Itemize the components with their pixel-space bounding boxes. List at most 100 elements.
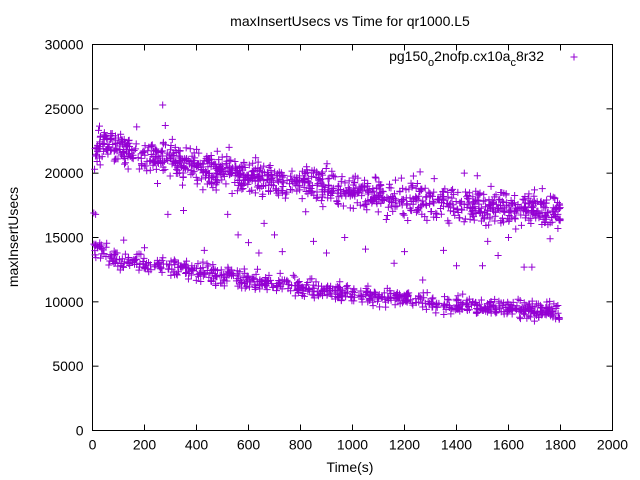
- data-point: [389, 207, 397, 215]
- data-point: [538, 304, 546, 312]
- data-point: [550, 300, 558, 308]
- data-point: [284, 285, 292, 293]
- data-point: [140, 162, 148, 170]
- data-point: [456, 307, 464, 315]
- data-point: [236, 182, 244, 190]
- data-point: [197, 277, 205, 285]
- data-point: [502, 304, 510, 312]
- data-point: [359, 182, 367, 190]
- data-point: [342, 283, 350, 291]
- data-point: [146, 166, 154, 174]
- data-point: [530, 308, 538, 316]
- data-point-outlier: [234, 231, 242, 239]
- x-tick-labels: 0 200 400 600 800 1000 1200 1400 1600 1800 2000: [89, 437, 629, 453]
- data-point-outlier: [538, 185, 546, 193]
- data-point: [484, 308, 492, 316]
- data-point: [189, 169, 197, 177]
- legend-label-sub2: c: [510, 57, 516, 69]
- data-point: [469, 198, 477, 206]
- data-point: [192, 276, 200, 284]
- data-point: [362, 201, 370, 209]
- data-point: [237, 180, 245, 188]
- data-point: [212, 181, 220, 189]
- data-point: [300, 292, 308, 300]
- data-point: [218, 176, 226, 184]
- data-point: [159, 140, 167, 148]
- data-point: [197, 175, 205, 183]
- data-point: [542, 199, 550, 207]
- data-point: [228, 190, 236, 198]
- data-point: [520, 299, 528, 307]
- data-point: [251, 189, 259, 197]
- data-point: [456, 214, 464, 222]
- data-point: [417, 185, 425, 193]
- data-point: [309, 281, 317, 289]
- data-point: [193, 180, 201, 188]
- data-point: [389, 199, 397, 207]
- chart-title: maxInsertUsecs vs Time for qr1000.L5: [230, 13, 470, 29]
- data-point: [462, 301, 470, 309]
- data-point: [182, 156, 190, 164]
- data-point: [164, 265, 172, 273]
- x-tick-label: 2000: [597, 437, 628, 453]
- data-point-outlier: [90, 209, 98, 217]
- data-point: [191, 159, 199, 167]
- data-point: [328, 171, 336, 179]
- data-point: [232, 277, 240, 285]
- data-point: [150, 157, 158, 165]
- data-point: [204, 163, 212, 171]
- data-point-outlier: [401, 248, 408, 256]
- data-point: [383, 193, 391, 201]
- y-tick-labels: 0 5000 10000 15000 20000 25000 30000: [45, 37, 84, 439]
- data-point: [537, 200, 545, 208]
- data-point: [377, 189, 385, 197]
- data-point: [314, 193, 322, 201]
- data-point: [449, 201, 457, 209]
- data-point: [143, 157, 151, 165]
- data-point: [365, 188, 373, 196]
- data-point: [126, 146, 134, 154]
- data-point: [454, 188, 462, 196]
- data-point: [341, 189, 349, 197]
- data-point: [441, 185, 449, 193]
- data-point: [393, 289, 401, 297]
- data-point: [129, 154, 137, 162]
- data-point: [192, 173, 200, 181]
- data-point: [409, 172, 417, 180]
- data-point: [412, 196, 420, 204]
- data-point: [439, 193, 447, 201]
- data-point: [375, 292, 383, 300]
- data-point: [497, 219, 505, 227]
- data-point: [525, 312, 533, 320]
- data-point: [158, 268, 166, 276]
- data-point: [489, 199, 497, 207]
- data-point: [289, 271, 297, 279]
- data-point-outlier: [92, 210, 100, 218]
- x-tick-label: 800: [289, 437, 313, 453]
- data-point: [295, 278, 303, 286]
- data-point: [110, 259, 118, 267]
- data-point: [179, 263, 187, 271]
- data-point: [207, 267, 215, 275]
- data-point: [553, 203, 561, 211]
- data-point: [170, 256, 178, 264]
- data-point: [532, 300, 540, 308]
- data-point: [253, 183, 261, 191]
- x-tick-label: 0: [89, 437, 97, 453]
- data-point: [163, 260, 171, 268]
- data-point: [137, 250, 145, 258]
- data-point: [100, 131, 108, 139]
- data-point: [247, 278, 255, 286]
- data-point: [205, 273, 213, 281]
- data-point: [279, 280, 287, 288]
- data-point: [251, 280, 259, 288]
- legend-label: pg150o2nofp.cx10ac8r32: [389, 48, 544, 69]
- data-point: [150, 261, 158, 269]
- data-point: [141, 142, 149, 150]
- data-point: [425, 188, 433, 196]
- data-point: [530, 317, 538, 325]
- data-point: [132, 140, 140, 148]
- data-point: [112, 155, 120, 163]
- data-point-outlier: [159, 101, 167, 109]
- data-point: [92, 152, 100, 160]
